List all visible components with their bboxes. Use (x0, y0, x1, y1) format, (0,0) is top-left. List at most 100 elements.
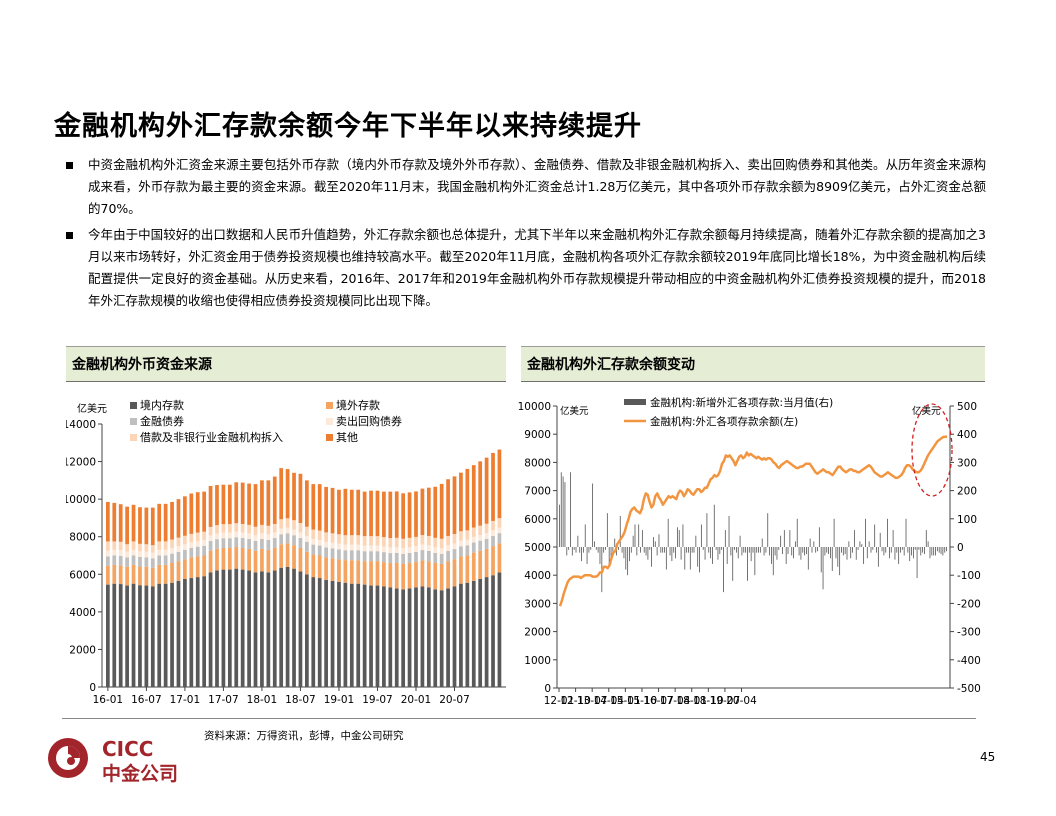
bar (852, 547, 853, 553)
bar-segment (426, 535, 431, 546)
bar-segment (497, 572, 502, 687)
bar-segment (337, 489, 341, 535)
bar-segment (471, 527, 476, 537)
bar-segment (266, 534, 271, 540)
bar (564, 482, 566, 547)
bar-segment (465, 582, 470, 687)
bar-segment (394, 537, 399, 548)
bar-segment (349, 583, 354, 687)
bar-segment (240, 482, 245, 524)
bar-segment (131, 541, 136, 550)
legend-swatch (130, 418, 137, 425)
bar-segment (337, 534, 341, 544)
left-tick-label: 4000 (524, 570, 551, 582)
bar-segment (125, 566, 129, 586)
bar-segment (311, 544, 316, 555)
bar (931, 547, 933, 556)
bar (839, 547, 841, 576)
bar-segment (343, 550, 348, 561)
bar-segment (388, 587, 393, 687)
bar (765, 547, 767, 553)
bar (577, 535, 579, 547)
bar-segment (311, 554, 316, 578)
bar-segment (311, 484, 316, 530)
bar-segment (170, 582, 174, 687)
bar-segment (183, 559, 187, 579)
bar-segment (414, 491, 418, 537)
bar (699, 547, 700, 573)
bar-segment (305, 480, 309, 527)
bar (911, 547, 912, 556)
bar-segment (240, 532, 245, 539)
bar-segment (394, 547, 399, 553)
x-tick-label: 19-07 (362, 694, 393, 706)
bar (750, 547, 752, 562)
x-tick-label: 18-07 (285, 694, 316, 706)
bar-segment (484, 457, 489, 524)
bar (929, 547, 931, 559)
bar (584, 524, 586, 547)
right-bar-line-chart: 0100020003000400050006000700080009000100… (518, 396, 981, 707)
bar (675, 547, 676, 559)
bar-segment (298, 473, 303, 524)
bar-segment (247, 538, 251, 549)
legend-label: 借款及非银行业金融机构拆入 (140, 430, 283, 444)
bar-segment (183, 496, 187, 536)
bar (933, 547, 935, 556)
bar-segment (163, 503, 168, 542)
bar-segment (221, 484, 226, 525)
bar (769, 547, 771, 556)
bar (562, 476, 564, 547)
bar-segment (150, 507, 155, 546)
bar-segment (215, 525, 219, 534)
bar-segment (439, 553, 444, 564)
bar-segment (292, 520, 296, 530)
bar-segment (382, 546, 386, 553)
bar (747, 547, 748, 581)
bar-segment (369, 551, 373, 562)
bar-segment (459, 531, 463, 541)
logo-en: CICC (102, 737, 153, 761)
bar-segment (189, 578, 194, 687)
bar-segment (349, 489, 354, 536)
legend-label: 金融机构:外汇各项存款余额(左) (650, 415, 798, 428)
bar-segment (484, 523, 489, 534)
x-tick-label: 18-01 (247, 694, 278, 706)
bar-segment (459, 583, 463, 687)
bar-segment (459, 556, 463, 584)
bar-segment (118, 504, 123, 542)
bar-segment (478, 578, 483, 687)
bar (647, 547, 649, 560)
bar-segment (305, 541, 309, 552)
bar (824, 547, 826, 556)
bar (682, 524, 684, 547)
bar-segment (414, 587, 418, 687)
bar-segment (401, 548, 406, 554)
bar (883, 547, 885, 556)
bar-segment (446, 535, 450, 546)
bar-segment (439, 548, 444, 554)
bar-segment (234, 482, 239, 524)
bar-segment (125, 551, 129, 558)
bar (763, 547, 765, 556)
bar-segment (144, 557, 149, 567)
bar-segment (215, 539, 219, 549)
bar-segment (401, 589, 406, 687)
bar-segment (369, 545, 373, 552)
bar-segment (112, 502, 117, 542)
bar (789, 530, 791, 547)
bar-segment (285, 518, 290, 528)
bar-segment (106, 565, 110, 585)
bullet-text: 今年由于中国较好的出口数据和人民币升值趋势，外汇存款余额也总体提升，尤其下半年以… (88, 227, 986, 308)
bar-segment (144, 585, 149, 687)
bar-segment (125, 544, 129, 552)
bar-segment (362, 536, 367, 546)
bar (885, 547, 887, 553)
bar-segment (305, 526, 309, 537)
bar-segment (131, 583, 136, 687)
bar (853, 530, 855, 547)
bar (629, 547, 630, 562)
bar (861, 544, 863, 547)
bar-segment (260, 571, 264, 687)
bar-segment (465, 539, 470, 546)
